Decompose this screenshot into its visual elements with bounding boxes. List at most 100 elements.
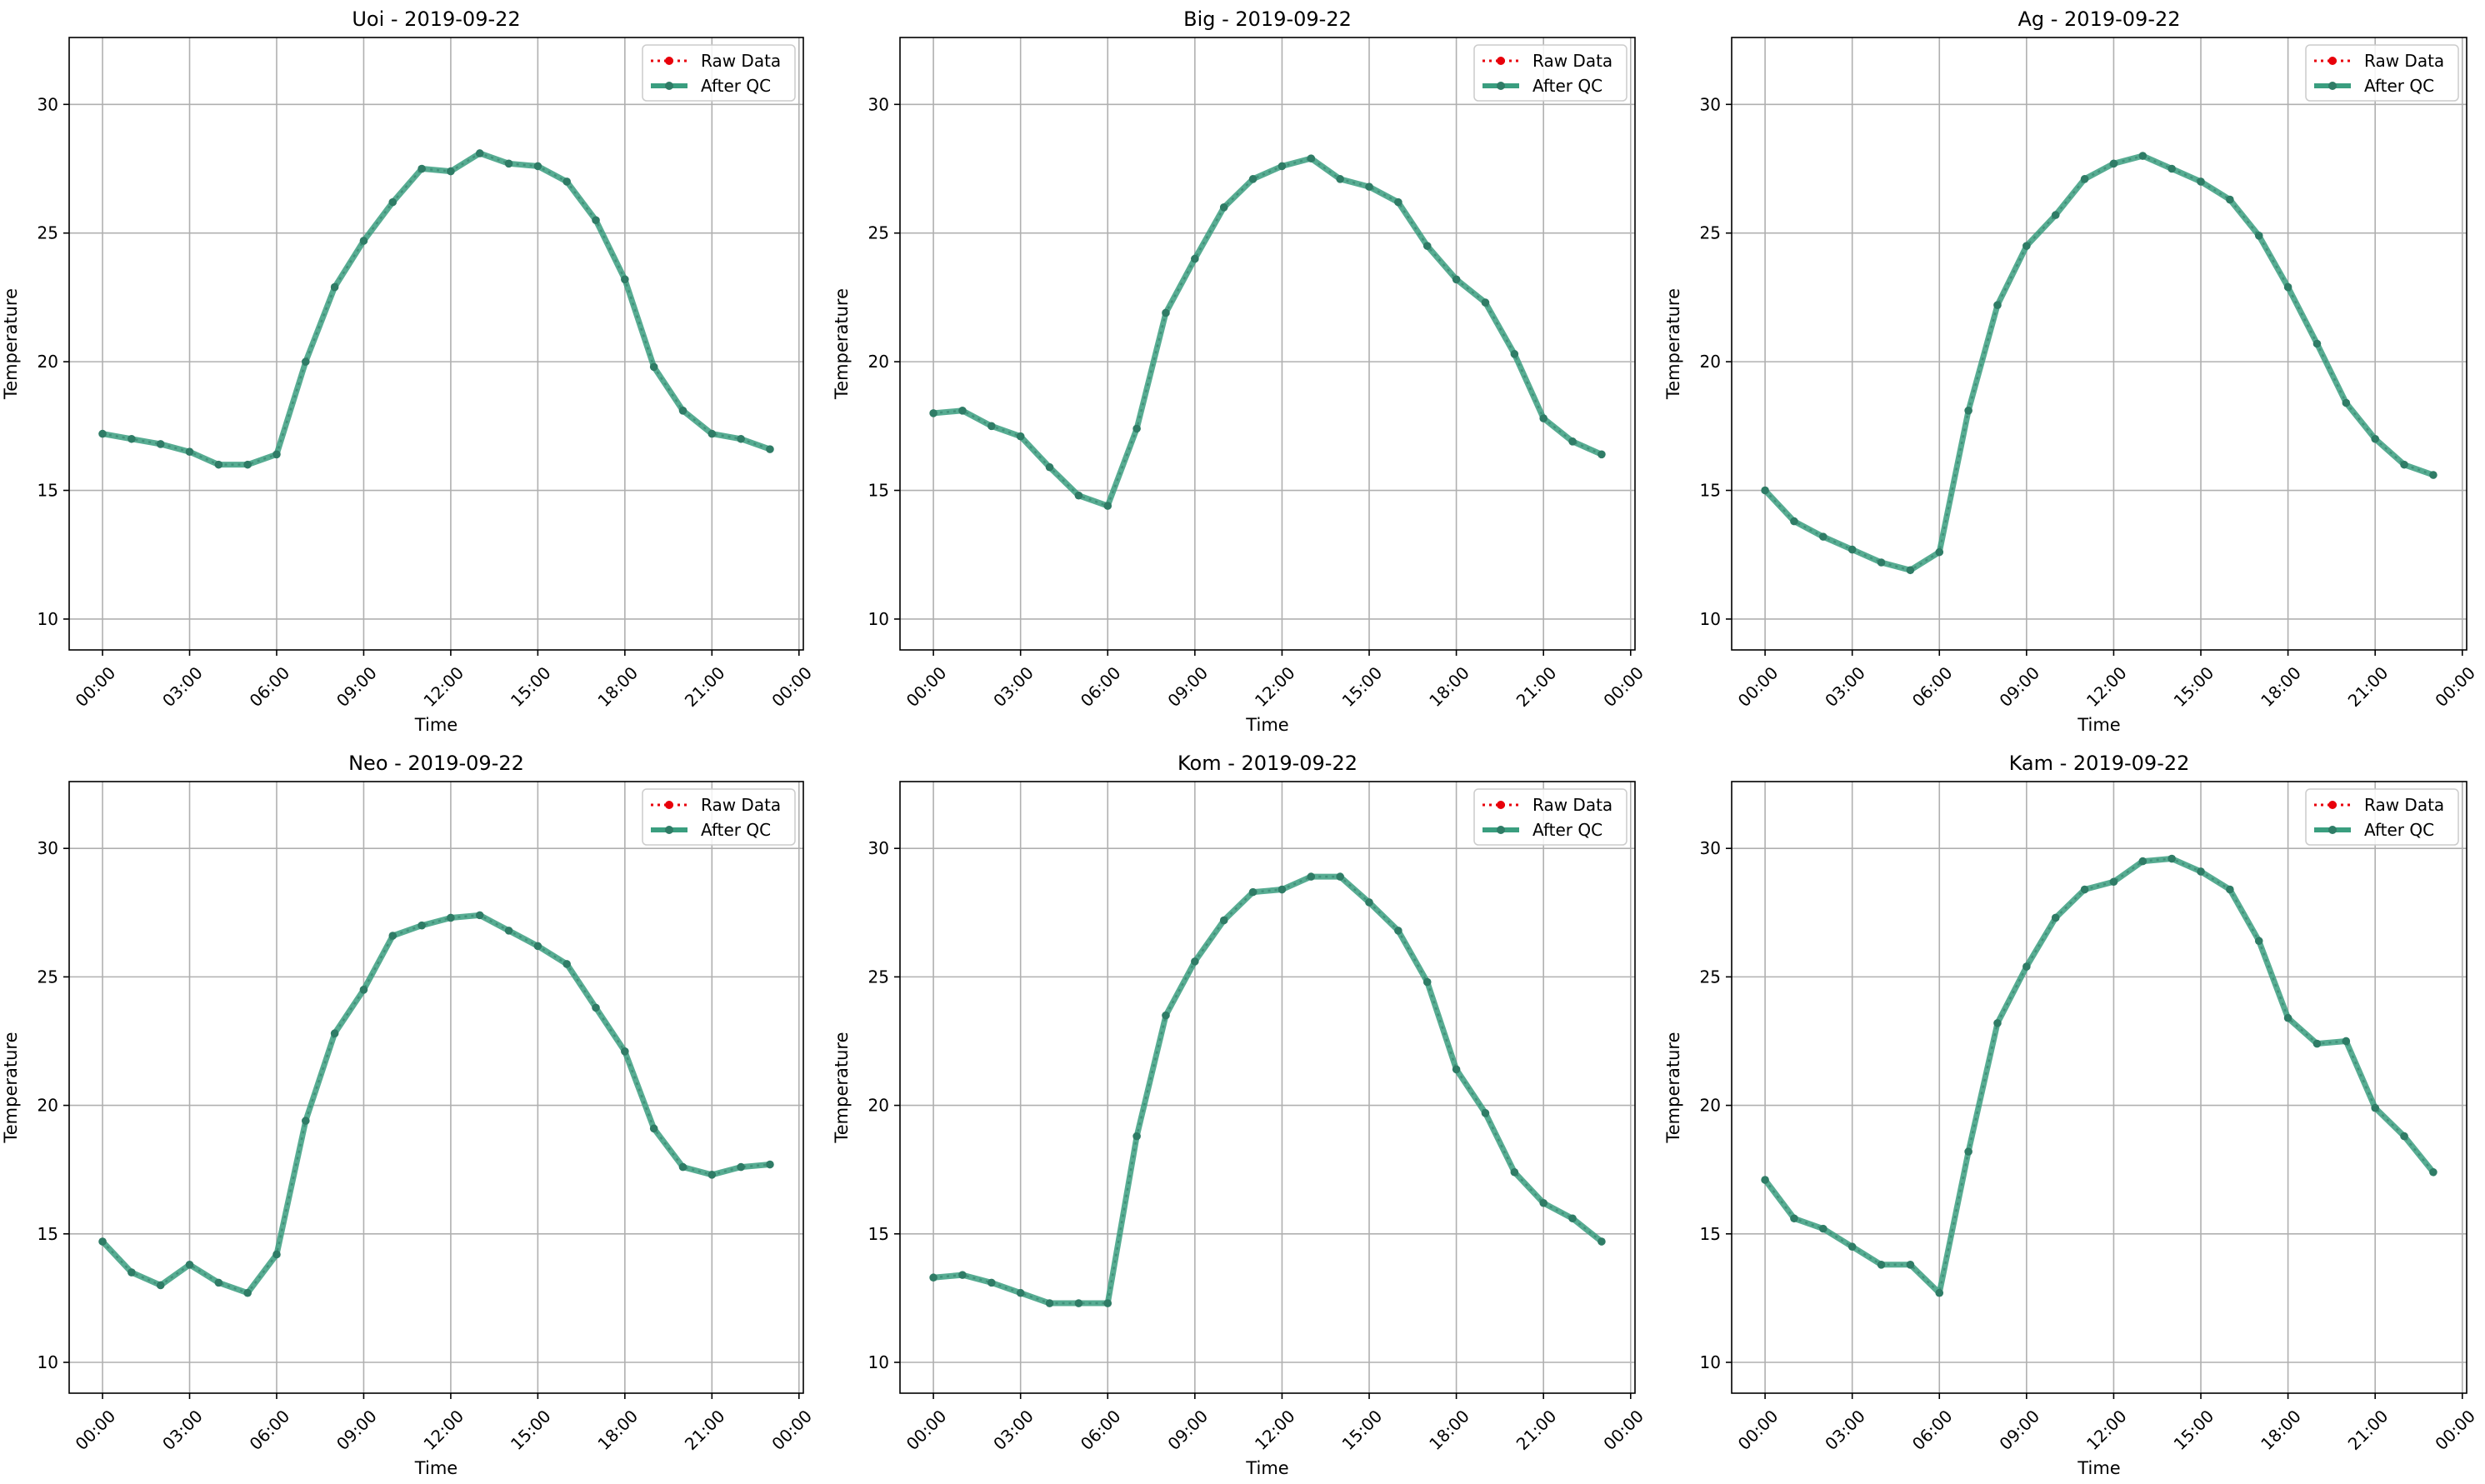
x-tick-label: 00:00 (902, 1406, 951, 1454)
x-tick-label: 00:00 (902, 662, 951, 711)
y-tick-label: 15 (38, 1224, 58, 1244)
data-point (1568, 1214, 1577, 1223)
x-tick-label: 00:00 (768, 1406, 816, 1454)
x-axis-label: Time (1245, 1458, 1288, 1478)
y-tick-label: 15 (868, 481, 889, 501)
data-point (330, 1029, 339, 1038)
x-tick-label: 12:00 (419, 662, 468, 711)
data-point (1336, 175, 1344, 183)
y-axis-label: Temperature (832, 288, 852, 400)
data-point (1219, 916, 1228, 925)
data-point (185, 447, 194, 457)
x-tick-label: 06:00 (1908, 1406, 1957, 1454)
legend-label-raw-data: Raw Data (1532, 51, 1612, 71)
legend-label-after-qc: After QC (701, 76, 771, 96)
x-tick-label: 03:00 (1821, 662, 1869, 711)
legend: Raw Data After QC (1473, 44, 1628, 102)
x-tick-label: 18:00 (593, 1406, 642, 1454)
data-point (1819, 532, 1828, 541)
legend-marker-after-qc (2328, 826, 2337, 834)
data-point (1016, 1288, 1025, 1297)
x-tick-label: 00:00 (1734, 662, 1782, 711)
data-point (649, 1124, 658, 1133)
data-point (475, 149, 484, 157)
legend: Raw Data After QC (642, 44, 796, 102)
data-point (2138, 857, 2148, 866)
data-point (2371, 434, 2379, 443)
y-axis-label: Temperature (832, 1032, 852, 1143)
x-axis-label: Time (2077, 715, 2120, 735)
legend-marker-raw-data (2328, 801, 2337, 809)
y-tick-label: 10 (868, 1352, 889, 1372)
x-tick-label: 15:00 (2170, 662, 2218, 711)
plot-area-frame (1731, 37, 2468, 651)
data-point (2371, 1103, 2379, 1112)
chart-title: Uoi - 2019-09-22 (352, 7, 520, 31)
chart-title: Kam - 2019-09-22 (2009, 752, 2190, 775)
x-tick-label: 21:00 (1512, 662, 1561, 711)
plot-area-frame (68, 781, 804, 1394)
y-tick-label: 20 (868, 1096, 889, 1116)
chart-title: Big - 2019-09-22 (1183, 7, 1352, 31)
legend-label-after-qc: After QC (1532, 820, 1602, 840)
x-tick-label: 18:00 (1425, 1406, 1473, 1454)
data-point (2138, 152, 2148, 160)
data-point (1993, 1019, 2002, 1027)
legend: Raw Data After QC (2305, 44, 2459, 102)
data-point (708, 1171, 717, 1179)
subplot-3: 10 15 20 25 30 00:00 03:00 06:00 09:00 12:00 15:00… (1663, 7, 2479, 735)
data-point (2283, 282, 2292, 292)
series-line-after-qc (932, 873, 1604, 1307)
x-tick-label: 12:00 (2082, 1406, 2131, 1454)
x-tick-label: 00:00 (2431, 662, 2479, 711)
data-point (1336, 872, 1344, 881)
data-point (533, 162, 542, 171)
data-point (2197, 177, 2205, 186)
legend-marker-after-qc (665, 826, 673, 834)
x-axis-label: Time (414, 1458, 458, 1478)
data-point (2109, 159, 2118, 168)
x-tick-label: 12:00 (419, 1406, 468, 1454)
data-point (1539, 1198, 1548, 1207)
data-point (1510, 350, 1519, 358)
data-point (2168, 164, 2176, 173)
data-point (2109, 877, 2118, 887)
x-tick-label: 18:00 (2257, 662, 2305, 711)
data-point (1481, 1109, 1490, 1117)
legend-marker-raw-data (665, 57, 673, 65)
data-point (1074, 491, 1083, 500)
y-tick-label: 15 (1700, 481, 1721, 501)
data-point (447, 167, 455, 176)
data-point (1016, 432, 1025, 441)
y-tick-label: 25 (868, 223, 889, 243)
legend-marker-after-qc (2328, 82, 2337, 90)
data-point (1848, 1242, 1857, 1252)
series-line-after-qc (1762, 152, 2435, 573)
data-point (359, 237, 368, 245)
data-point (2429, 1167, 2438, 1177)
x-axis-label: Time (1245, 715, 1288, 735)
data-point (2051, 913, 2060, 922)
data-point (1993, 301, 2002, 309)
data-point (1510, 1167, 1519, 1177)
data-point (1935, 1288, 1944, 1297)
x-tick-label: 00:00 (72, 662, 120, 711)
legend-label-after-qc: After QC (2364, 76, 2434, 96)
data-point (1045, 462, 1054, 472)
x-axis-label: Time (414, 715, 458, 735)
data-point (2080, 175, 2089, 183)
data-point (2342, 398, 2351, 407)
data-point (214, 1278, 223, 1287)
x-tick-label: 03:00 (158, 662, 207, 711)
chart-title: Ag - 2019-09-22 (2018, 7, 2180, 31)
data-point (2022, 242, 2031, 250)
series-line-raw-data (932, 875, 1602, 1305)
x-tick-label: 06:00 (1077, 662, 1125, 711)
data-point (1568, 437, 1577, 446)
legend-label-after-qc: After QC (701, 820, 771, 840)
data-point (1278, 162, 1287, 171)
data-point (388, 197, 398, 207)
y-tick-label: 30 (1700, 838, 1721, 858)
data-point (475, 911, 484, 920)
